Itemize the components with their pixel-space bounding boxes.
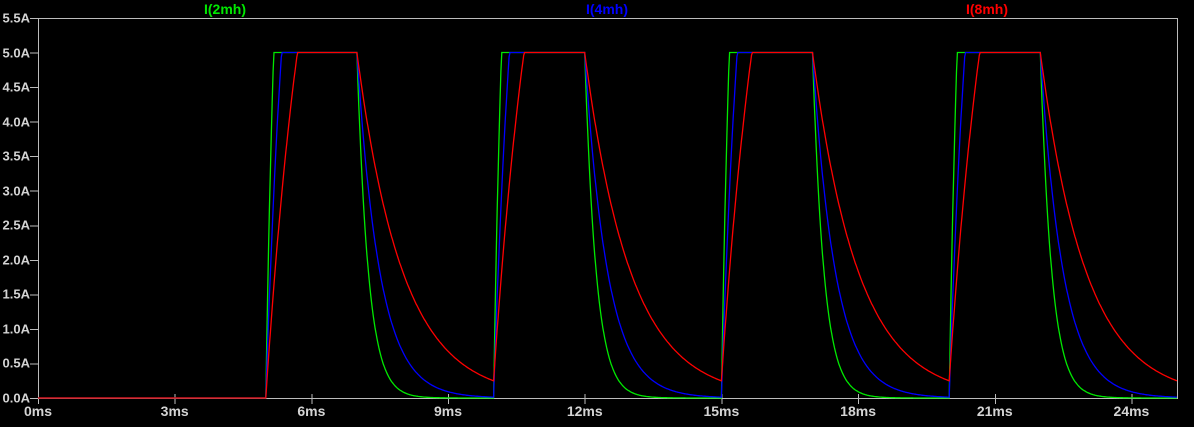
x-tick-label: 0ms: [23, 403, 53, 419]
legend-item-i4mh[interactable]: I(4mh): [586, 1, 628, 17]
y-tick-label: 3.5A: [2, 148, 30, 164]
y-tick-label: 2.0A: [2, 252, 30, 268]
x-tick-label: 24ms: [1113, 403, 1150, 419]
x-tick-label: 21ms: [976, 403, 1013, 419]
y-tick-label: 2.5A: [2, 217, 30, 233]
y-tick-label: 4.0A: [2, 114, 30, 130]
y-tick-label: 4.5A: [2, 79, 30, 95]
y-tick-label: 0.0A: [2, 390, 30, 406]
legend-item-i8mh[interactable]: I(8mh): [966, 1, 1008, 17]
plot-frame: [38, 18, 1178, 399]
trace-i-4mh-: [38, 51, 1177, 399]
legend-item-i2mh[interactable]: I(2mh): [204, 1, 246, 17]
y-tick-label: 0.5A: [2, 355, 30, 371]
y-tick-label: 3.0A: [2, 183, 30, 199]
y-tick-label: 1.5A: [2, 286, 30, 302]
trace-i-8mh-: [38, 51, 1178, 399]
x-tick-label: 9ms: [434, 403, 463, 419]
y-tick-label: 5.5A: [2, 10, 30, 26]
x-tick-label: 18ms: [840, 403, 876, 419]
x-tick-label: 6ms: [297, 403, 326, 419]
y-tick-label: 1.0A: [2, 321, 30, 337]
trace-i-2mh-: [38, 51, 1177, 399]
x-tick-label: 3ms: [160, 403, 189, 419]
y-tick-label: 5.0A: [2, 45, 30, 61]
x-tick-label: 12ms: [566, 403, 603, 419]
x-tick-label: 15ms: [703, 403, 740, 419]
